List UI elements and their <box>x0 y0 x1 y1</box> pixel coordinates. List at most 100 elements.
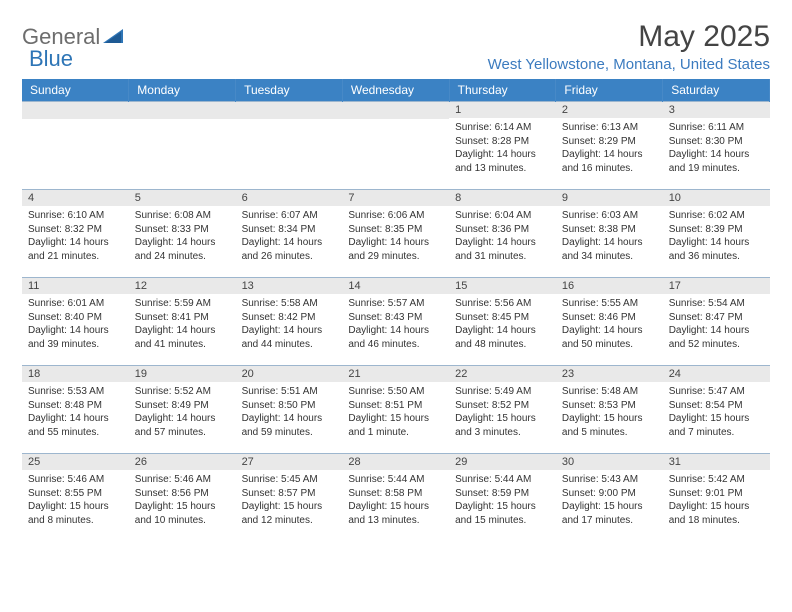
calendar-day-cell: 13Sunrise: 5:58 AMSunset: 8:42 PMDayligh… <box>236 278 343 366</box>
day-number: 21 <box>342 366 449 382</box>
sunset-text: Sunset: 8:55 PM <box>28 487 123 501</box>
day-number: 23 <box>556 366 663 382</box>
page-header: General May 2025 West Yellowstone, Monta… <box>22 20 770 73</box>
sunrise-text: Sunrise: 5:44 AM <box>348 473 443 487</box>
calendar-week-row: 18Sunrise: 5:53 AMSunset: 8:48 PMDayligh… <box>22 366 770 454</box>
sunrise-text: Sunrise: 5:57 AM <box>348 297 443 311</box>
brand-part2: Blue <box>29 46 73 71</box>
day-number: 11 <box>22 278 129 294</box>
daylight-text: Daylight: 14 hours and 41 minutes. <box>135 324 230 351</box>
daylight-text: Daylight: 14 hours and 59 minutes. <box>242 412 337 439</box>
daylight-text: Daylight: 14 hours and 19 minutes. <box>669 148 764 175</box>
day-number: 16 <box>556 278 663 294</box>
calendar-week-row: 11Sunrise: 6:01 AMSunset: 8:40 PMDayligh… <box>22 278 770 366</box>
day-number: 18 <box>22 366 129 382</box>
sunrise-text: Sunrise: 5:45 AM <box>242 473 337 487</box>
sunrise-text: Sunrise: 5:43 AM <box>562 473 657 487</box>
day-details: Sunrise: 5:50 AMSunset: 8:51 PMDaylight:… <box>342 382 449 443</box>
sunset-text: Sunset: 8:53 PM <box>562 399 657 413</box>
daylight-text: Daylight: 14 hours and 48 minutes. <box>455 324 550 351</box>
daylight-text: Daylight: 14 hours and 46 minutes. <box>348 324 443 351</box>
day-details: Sunrise: 5:47 AMSunset: 8:54 PMDaylight:… <box>663 382 770 443</box>
day-details: Sunrise: 5:45 AMSunset: 8:57 PMDaylight:… <box>236 470 343 531</box>
sunset-text: Sunset: 8:35 PM <box>348 223 443 237</box>
daylight-text: Daylight: 14 hours and 26 minutes. <box>242 236 337 263</box>
sunset-text: Sunset: 8:56 PM <box>135 487 230 501</box>
daylight-text: Daylight: 15 hours and 13 minutes. <box>348 500 443 527</box>
month-title: May 2025 <box>488 20 770 54</box>
daylight-text: Daylight: 15 hours and 12 minutes. <box>242 500 337 527</box>
day-number: 12 <box>129 278 236 294</box>
calendar-table: SundayMondayTuesdayWednesdayThursdayFrid… <box>22 79 770 542</box>
calendar-day-cell <box>22 102 129 190</box>
sunset-text: Sunset: 8:50 PM <box>242 399 337 413</box>
daylight-text: Daylight: 14 hours and 57 minutes. <box>135 412 230 439</box>
day-number: 3 <box>663 102 770 118</box>
day-details: Sunrise: 6:10 AMSunset: 8:32 PMDaylight:… <box>22 206 129 267</box>
calendar-day-cell: 5Sunrise: 6:08 AMSunset: 8:33 PMDaylight… <box>129 190 236 278</box>
day-number: 29 <box>449 454 556 470</box>
day-number: 10 <box>663 190 770 206</box>
daylight-text: Daylight: 14 hours and 44 minutes. <box>242 324 337 351</box>
day-number: 7 <box>342 190 449 206</box>
daylight-text: Daylight: 15 hours and 8 minutes. <box>28 500 123 527</box>
daylight-text: Daylight: 14 hours and 55 minutes. <box>28 412 123 439</box>
calendar-day-cell: 22Sunrise: 5:49 AMSunset: 8:52 PMDayligh… <box>449 366 556 454</box>
calendar-day-cell: 10Sunrise: 6:02 AMSunset: 8:39 PMDayligh… <box>663 190 770 278</box>
sunset-text: Sunset: 9:01 PM <box>669 487 764 501</box>
sunrise-text: Sunrise: 5:54 AM <box>669 297 764 311</box>
calendar-day-cell: 27Sunrise: 5:45 AMSunset: 8:57 PMDayligh… <box>236 454 343 542</box>
day-number: 24 <box>663 366 770 382</box>
sunset-text: Sunset: 8:45 PM <box>455 311 550 325</box>
day-details: Sunrise: 5:58 AMSunset: 8:42 PMDaylight:… <box>236 294 343 355</box>
calendar-week-row: 25Sunrise: 5:46 AMSunset: 8:55 PMDayligh… <box>22 454 770 542</box>
daylight-text: Daylight: 14 hours and 50 minutes. <box>562 324 657 351</box>
sunrise-text: Sunrise: 6:08 AM <box>135 209 230 223</box>
daylight-text: Daylight: 15 hours and 18 minutes. <box>669 500 764 527</box>
day-details: Sunrise: 5:42 AMSunset: 9:01 PMDaylight:… <box>663 470 770 531</box>
daylight-text: Daylight: 14 hours and 31 minutes. <box>455 236 550 263</box>
daylight-text: Daylight: 14 hours and 24 minutes. <box>135 236 230 263</box>
daylight-text: Daylight: 15 hours and 3 minutes. <box>455 412 550 439</box>
location-subtitle: West Yellowstone, Montana, United States <box>488 56 770 73</box>
sunrise-text: Sunrise: 5:52 AM <box>135 385 230 399</box>
calendar-day-cell: 31Sunrise: 5:42 AMSunset: 9:01 PMDayligh… <box>663 454 770 542</box>
sunset-text: Sunset: 8:38 PM <box>562 223 657 237</box>
calendar-header-row: SundayMondayTuesdayWednesdayThursdayFrid… <box>22 79 770 102</box>
calendar-day-cell: 15Sunrise: 5:56 AMSunset: 8:45 PMDayligh… <box>449 278 556 366</box>
sunset-text: Sunset: 8:57 PM <box>242 487 337 501</box>
day-details: Sunrise: 6:04 AMSunset: 8:36 PMDaylight:… <box>449 206 556 267</box>
daylight-text: Daylight: 15 hours and 1 minute. <box>348 412 443 439</box>
sunset-text: Sunset: 8:52 PM <box>455 399 550 413</box>
day-number: 4 <box>22 190 129 206</box>
day-details: Sunrise: 6:13 AMSunset: 8:29 PMDaylight:… <box>556 118 663 179</box>
calendar-day-cell: 12Sunrise: 5:59 AMSunset: 8:41 PMDayligh… <box>129 278 236 366</box>
day-number: 9 <box>556 190 663 206</box>
daylight-text: Daylight: 15 hours and 17 minutes. <box>562 500 657 527</box>
sunset-text: Sunset: 8:43 PM <box>348 311 443 325</box>
day-details: Sunrise: 5:44 AMSunset: 8:59 PMDaylight:… <box>449 470 556 531</box>
daylight-text: Daylight: 14 hours and 29 minutes. <box>348 236 443 263</box>
sunrise-text: Sunrise: 5:48 AM <box>562 385 657 399</box>
calendar-day-cell: 25Sunrise: 5:46 AMSunset: 8:55 PMDayligh… <box>22 454 129 542</box>
sunrise-text: Sunrise: 5:50 AM <box>348 385 443 399</box>
sunset-text: Sunset: 8:29 PM <box>562 135 657 149</box>
day-details: Sunrise: 6:03 AMSunset: 8:38 PMDaylight:… <box>556 206 663 267</box>
sunset-text: Sunset: 8:47 PM <box>669 311 764 325</box>
brand-triangle-icon <box>100 24 125 50</box>
sunset-text: Sunset: 8:59 PM <box>455 487 550 501</box>
sunset-text: Sunset: 8:39 PM <box>669 223 764 237</box>
day-number: 1 <box>449 102 556 118</box>
day-details: Sunrise: 5:56 AMSunset: 8:45 PMDaylight:… <box>449 294 556 355</box>
day-details: Sunrise: 6:01 AMSunset: 8:40 PMDaylight:… <box>22 294 129 355</box>
day-details: Sunrise: 5:51 AMSunset: 8:50 PMDaylight:… <box>236 382 343 443</box>
daylight-text: Daylight: 15 hours and 10 minutes. <box>135 500 230 527</box>
day-number: 30 <box>556 454 663 470</box>
calendar-day-cell: 1Sunrise: 6:14 AMSunset: 8:28 PMDaylight… <box>449 102 556 190</box>
day-number: 13 <box>236 278 343 294</box>
sunrise-text: Sunrise: 6:04 AM <box>455 209 550 223</box>
day-number: 19 <box>129 366 236 382</box>
calendar-day-cell: 28Sunrise: 5:44 AMSunset: 8:58 PMDayligh… <box>342 454 449 542</box>
weekday-header: Saturday <box>663 79 770 102</box>
weekday-header: Tuesday <box>236 79 343 102</box>
